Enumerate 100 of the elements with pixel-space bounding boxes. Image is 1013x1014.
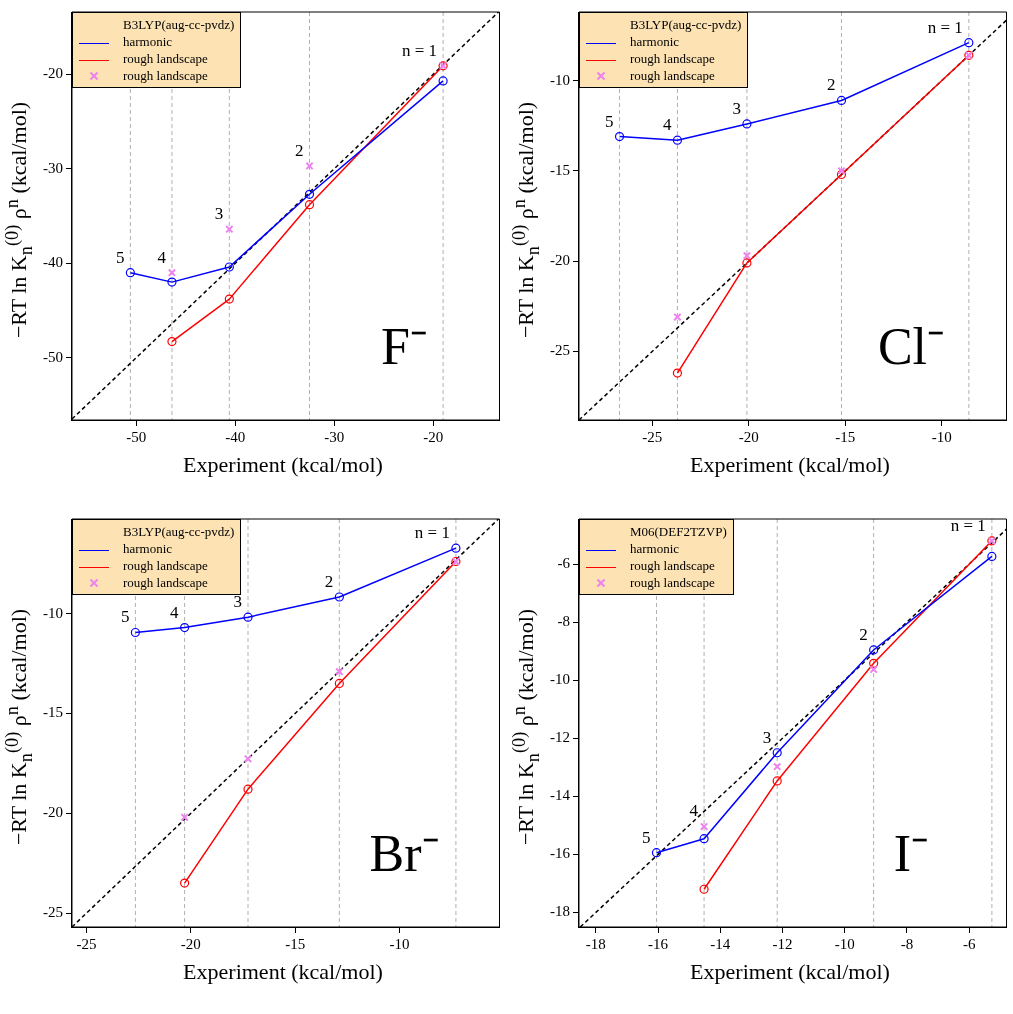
legend-label: harmonic: [629, 33, 680, 50]
y-tick-label: -50: [43, 348, 63, 365]
y-tick-label: -6: [557, 554, 571, 571]
point: [304, 200, 315, 210]
annotation: I⁻: [893, 824, 930, 882]
point: [167, 337, 177, 347]
annotation: n = 1: [950, 515, 986, 535]
legend-label: rough landscape: [629, 67, 715, 84]
y-tick-label: -14: [550, 787, 571, 804]
y-tick-label: -10: [550, 671, 570, 688]
x-axis-title: Experiment (kcal/mol): [689, 452, 891, 478]
y-tick-label: -25: [550, 342, 570, 359]
x-axis-title: Experiment (kcal/mol): [182, 452, 384, 478]
point: [651, 848, 662, 858]
point: [836, 169, 847, 180]
legend-label: rough landscape: [122, 50, 208, 67]
y-tick-label: -12: [550, 729, 570, 746]
y-tick-label: -25: [43, 903, 63, 920]
point: [772, 776, 782, 786]
x-tick-label: -25: [642, 428, 663, 445]
annotation: 3: [762, 727, 772, 747]
point: [438, 76, 448, 86]
annotation: Cl⁻: [877, 317, 946, 375]
point: [672, 135, 683, 145]
legend-label: rough landscape: [629, 50, 715, 67]
x-tick-label: -20: [738, 428, 759, 445]
x-tick-label: -10: [931, 428, 952, 445]
point: [180, 878, 190, 888]
point: [304, 189, 315, 199]
x-tick-label: -12: [772, 935, 793, 952]
point: [167, 277, 177, 287]
annotation: 4: [689, 801, 699, 821]
x-tick-label: -18: [585, 935, 606, 952]
point: [243, 784, 253, 794]
point: [224, 262, 234, 272]
annotation: Br⁻: [369, 824, 440, 882]
annotation: 4: [170, 602, 180, 622]
point: [742, 258, 752, 268]
y-tick-label: -8: [557, 613, 570, 630]
point: [964, 38, 974, 48]
point: [180, 622, 190, 633]
x-tick-label: -20: [423, 428, 444, 445]
legend-label: rough landscape: [629, 557, 715, 574]
x-tick-label: -10: [834, 935, 855, 952]
annotation: 2: [826, 75, 836, 95]
point: [987, 551, 997, 562]
point: [672, 368, 683, 378]
point: [334, 678, 344, 688]
point: [224, 294, 234, 304]
y-tick-label: -20: [550, 252, 570, 269]
legend-label: harmonic: [629, 540, 680, 557]
point: [699, 884, 709, 894]
point: [836, 95, 847, 106]
point: [772, 748, 782, 758]
legend-title: M06(DEF2TZVP): [629, 523, 727, 540]
annotation: 5: [605, 111, 614, 131]
x-tick-label: -6: [962, 935, 976, 952]
annotation: 2: [295, 140, 304, 160]
x-axis-title: Experiment (kcal/mol): [182, 959, 384, 985]
annotation: 5: [641, 827, 651, 847]
point: [699, 834, 709, 844]
y-tick-label: -10: [43, 604, 63, 621]
y-tick-label: -16: [550, 845, 571, 862]
point: [869, 665, 878, 674]
legend-title: B3LYP(aug-cc-pvdz): [122, 16, 235, 33]
x-tick-label: -8: [900, 935, 914, 952]
point: [167, 268, 177, 277]
annotation: 5: [120, 607, 130, 627]
point: [869, 645, 879, 655]
annotation: n = 1: [402, 40, 438, 60]
x-tick-label: -50: [126, 428, 147, 445]
point: [305, 161, 314, 171]
point: [243, 612, 253, 622]
x-tick-label: -15: [835, 428, 856, 445]
legend-label: rough landscape: [122, 557, 208, 574]
point: [837, 166, 846, 176]
point: [673, 312, 682, 322]
annotation: 2: [859, 624, 868, 644]
x-tick-label: -20: [180, 935, 201, 952]
legend-label: harmonic: [122, 540, 173, 557]
point: [742, 251, 752, 260]
legend-label: rough landscape: [122, 67, 208, 84]
y-tick-label: -18: [550, 903, 570, 920]
annotation: 3: [214, 204, 224, 224]
annotation: F⁻: [381, 317, 428, 375]
point: [614, 131, 625, 142]
point: [125, 268, 135, 278]
x-axis-title: Experiment (kcal/mol): [689, 959, 891, 985]
annotation: 3: [732, 98, 741, 118]
legend-label: rough landscape: [122, 574, 208, 591]
point: [742, 119, 752, 129]
point: [773, 762, 782, 771]
x-tick-label: -10: [389, 935, 410, 952]
x-tick-label: -16: [648, 935, 669, 952]
annotation: 4: [662, 115, 672, 135]
legend-title: B3LYP(aug-cc-pvdz): [122, 523, 235, 540]
annotation: 2: [324, 571, 334, 591]
x-tick-label: -40: [225, 428, 246, 445]
annotation: n = 1: [927, 17, 963, 37]
point: [334, 592, 344, 602]
